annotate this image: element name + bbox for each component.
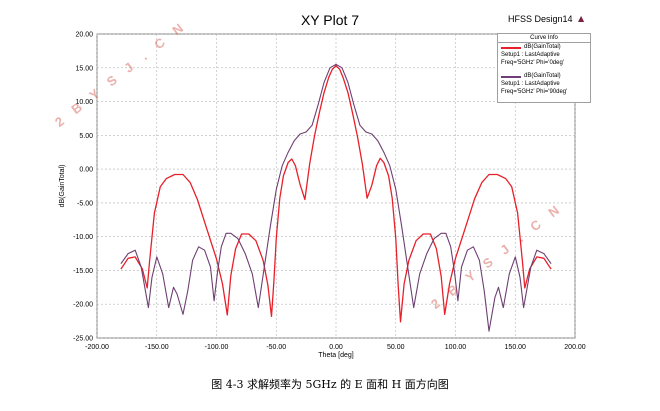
grid: [96, 33, 576, 339]
x-axis-label: Theta [deg]: [318, 352, 353, 359]
chart-title: XY Plot 7: [300, 12, 360, 28]
legend-series-name: dB(GainTotal): [524, 73, 561, 79]
curves: [120, 63, 552, 332]
series-line-0: [120, 65, 552, 323]
legend-swatch: [501, 76, 521, 78]
legend-entry[interactable]: dB(GainTotal) Setup1 : LastAdaptive Freq…: [498, 43, 590, 72]
x-tick-label: 100.00: [445, 344, 467, 351]
x-tick-label: -150.00: [145, 344, 169, 351]
figure-caption: 图 4-3 求解频率为 5GHz 的 E 面和 H 面方向图: [211, 378, 449, 391]
x-tick-label: -50.00: [266, 344, 286, 351]
legend-title: Curve Info: [498, 34, 590, 43]
legend-params: Freq='5GHz' Phi='0deg': [501, 60, 564, 66]
design-name: HFSS Design14: [508, 14, 573, 24]
y-tick-label: 0.00: [79, 167, 93, 174]
y-tick-label: 5.00: [79, 133, 93, 140]
y-tick-label: 15.00: [75, 65, 93, 72]
y-tick-label: -20.00: [73, 302, 93, 309]
y-tick-label: -15.00: [73, 268, 93, 275]
legend-params: Freq='5GHz' Phi='90deg': [501, 89, 568, 95]
legend-setup: Setup1 : LastAdaptive: [501, 52, 560, 58]
y-tick-label: -25.00: [73, 336, 93, 343]
x-tick-label: 50.00: [387, 344, 405, 351]
y-tick-label: -5.00: [77, 200, 93, 207]
y-tick-label: 20.00: [75, 32, 93, 39]
y-axis-label: dB(GainTotal): [59, 165, 66, 208]
y-tick-labels: 20.00 15.00 10.00 5.00 0.00 -5.00 -10.00 -15.00…: [73, 32, 93, 343]
triangle-icon[interactable]: ▲: [578, 14, 585, 23]
x-tick-label: 0.00: [329, 344, 343, 351]
x-tick-label: -200.00: [85, 344, 109, 351]
curve-info-legend[interactable]: Curve Info dB(GainTotal) Setup1 : LastAd…: [497, 33, 591, 103]
legend-entry[interactable]: dB(GainTotal) Setup1 : LastAdaptive Freq…: [498, 72, 590, 101]
series-line-1: [120, 63, 552, 332]
legend-series-name: dB(GainTotal): [524, 44, 561, 50]
x-tick-labels: -200.00 -150.00 -100.00 -50.00 0.00 50.00 100.…: [85, 344, 586, 351]
y-tick-label: -10.00: [73, 234, 93, 241]
x-tick-label: -100.00: [205, 344, 229, 351]
x-tick-label: 150.00: [505, 344, 527, 351]
x-tick-label: 200.00: [564, 344, 586, 351]
legend-setup: Setup1 : LastAdaptive: [501, 81, 560, 87]
legend-swatch: [501, 47, 521, 49]
y-tick-label: 10.00: [75, 99, 93, 106]
